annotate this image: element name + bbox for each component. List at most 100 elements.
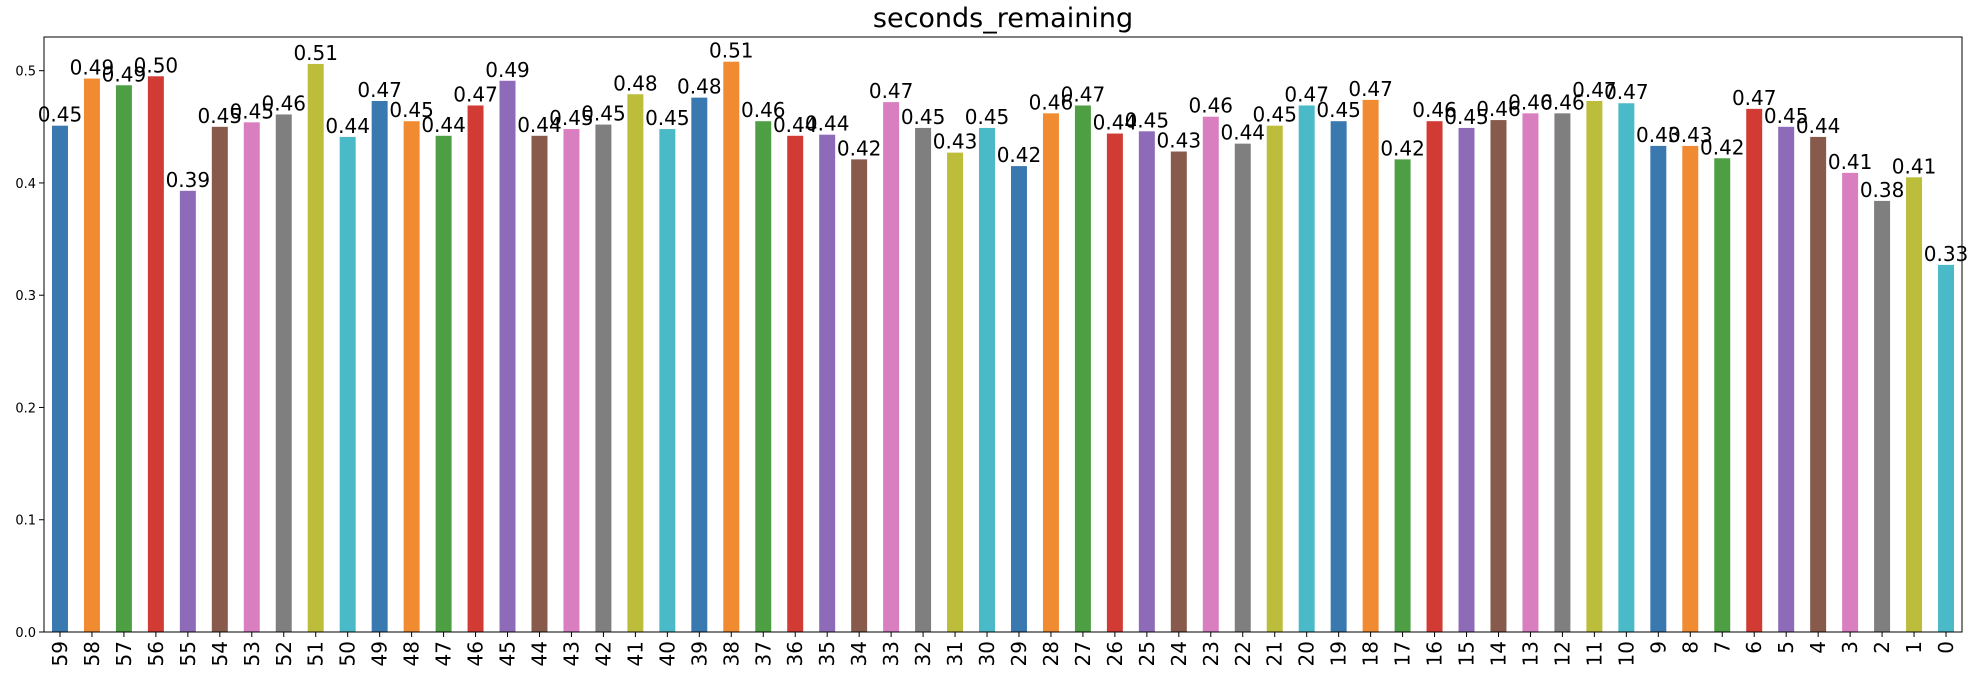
bar-20 [1298, 105, 1315, 633]
x-tick-label-18: 18 [1359, 641, 1383, 666]
bar-25 [1138, 131, 1155, 633]
y-tick-label: 0.3 [15, 289, 36, 304]
x-tick-label-49: 49 [368, 641, 392, 666]
bar-38 [723, 61, 740, 632]
data-label-4: 0.44 [1796, 114, 1841, 138]
x-tick-label-3: 3 [1838, 641, 1862, 654]
bar-39 [691, 97, 708, 633]
data-label-18: 0.47 [1348, 77, 1393, 101]
x-tick-label-10: 10 [1614, 641, 1638, 666]
data-label-38: 0.51 [709, 39, 754, 63]
x-tick-label-42: 42 [591, 641, 615, 666]
bar-47 [435, 135, 452, 633]
x-tick-label-58: 58 [80, 641, 104, 666]
data-label-54: 0.45 [198, 104, 243, 128]
data-label-5: 0.45 [1764, 104, 1809, 128]
data-label-21: 0.45 [1252, 103, 1297, 127]
x-tick-label-51: 51 [304, 641, 328, 666]
x-tick-label-20: 20 [1295, 641, 1319, 666]
bar-23 [1202, 116, 1219, 632]
bar-33 [883, 102, 900, 633]
x-tick-label-57: 57 [112, 641, 136, 666]
bar-55 [179, 190, 196, 633]
bar-57 [115, 85, 132, 632]
y-tick-label: 0.4 [15, 177, 36, 192]
data-label-51: 0.51 [293, 41, 338, 65]
data-label-7: 0.42 [1700, 135, 1745, 159]
x-tick-label-9: 9 [1646, 641, 1670, 654]
x-tick-label-22: 22 [1231, 641, 1255, 666]
data-label-22: 0.44 [1220, 121, 1265, 145]
bar-24 [1170, 151, 1187, 632]
data-label-1: 0.41 [1892, 154, 1937, 178]
data-label-23: 0.46 [1189, 94, 1234, 118]
x-tick-label-15: 15 [1455, 641, 1479, 666]
x-tick-label-31: 31 [943, 641, 967, 666]
x-tick-label-12: 12 [1550, 641, 1574, 666]
data-label-56: 0.50 [134, 53, 179, 77]
data-label-28: 0.46 [1029, 90, 1074, 114]
bar-16 [1426, 121, 1443, 632]
x-tick-label-26: 26 [1103, 641, 1127, 666]
data-label-53: 0.45 [230, 99, 275, 123]
x-tick-label-17: 17 [1391, 641, 1415, 666]
plot-frame [43, 36, 1963, 633]
x-tick-label-35: 35 [815, 641, 839, 666]
bar-46 [467, 105, 484, 633]
data-label-13: 0.46 [1508, 90, 1553, 114]
data-label-44: 0.44 [517, 113, 562, 137]
data-label-9: 0.43 [1636, 123, 1681, 147]
x-tick-label-2: 2 [1870, 641, 1894, 654]
bar-18 [1362, 99, 1379, 633]
chart-title: seconds_remaining [873, 3, 1133, 34]
bar-19 [1330, 121, 1347, 632]
bar-17 [1394, 159, 1411, 632]
bar-51 [307, 63, 324, 632]
data-label-39: 0.48 [677, 75, 722, 99]
bar-1 [1906, 177, 1923, 632]
bar-30 [979, 127, 995, 633]
bar-9 [1650, 145, 1667, 632]
bar-48 [403, 121, 420, 632]
data-label-14: 0.46 [1476, 97, 1521, 121]
x-tick-label-28: 28 [1039, 641, 1063, 666]
x-tick-label-48: 48 [400, 641, 424, 666]
x-tick-label-25: 25 [1135, 641, 1159, 666]
x-tick-label-23: 23 [1199, 641, 1223, 666]
data-label-27: 0.47 [1061, 82, 1106, 106]
x-tick-label-50: 50 [336, 641, 360, 666]
bar-52 [275, 114, 292, 632]
x-tick-label-30: 30 [975, 641, 999, 666]
x-tick-label-11: 11 [1582, 641, 1606, 666]
bar-14 [1490, 120, 1507, 632]
data-label-8: 0.43 [1668, 123, 1713, 147]
bar-15 [1458, 127, 1475, 633]
bar-58 [83, 78, 100, 633]
y-tick-label: 0.0 [15, 626, 36, 641]
bar-50 [339, 136, 356, 633]
x-tick-label-47: 47 [432, 641, 456, 666]
bar-59 [51, 125, 68, 632]
y-tick-label: 0.2 [15, 401, 36, 416]
bar-13 [1522, 113, 1539, 633]
data-label-58: 0.49 [70, 56, 115, 80]
data-label-47: 0.44 [421, 113, 466, 137]
x-axis: 59 58 57 56 55 54 53 52 51 50 49 48 47 46 45 44 43 42 41 40… [48, 632, 1958, 666]
y-tick-label: 0.5 [15, 65, 36, 80]
x-tick-label-14: 14 [1486, 641, 1510, 666]
x-tick-label-44: 44 [527, 641, 551, 666]
data-label-12: 0.46 [1540, 90, 1585, 114]
data-labels-layer: 0.450.490.490.500.390.450.450.460.510.44… [38, 39, 1969, 266]
x-tick-label-24: 24 [1167, 641, 1191, 666]
bar-26 [1106, 133, 1123, 633]
data-label-31: 0.43 [933, 130, 978, 154]
data-label-11: 0.47 [1572, 78, 1617, 102]
bar-5 [1778, 126, 1795, 632]
bar-49 [371, 100, 388, 633]
data-label-37: 0.46 [741, 98, 786, 122]
x-tick-label-1: 1 [1902, 641, 1926, 654]
bar-11 [1586, 100, 1603, 633]
data-label-50: 0.44 [325, 114, 370, 138]
data-label-42: 0.45 [581, 102, 626, 126]
data-label-3: 0.41 [1828, 150, 1873, 174]
